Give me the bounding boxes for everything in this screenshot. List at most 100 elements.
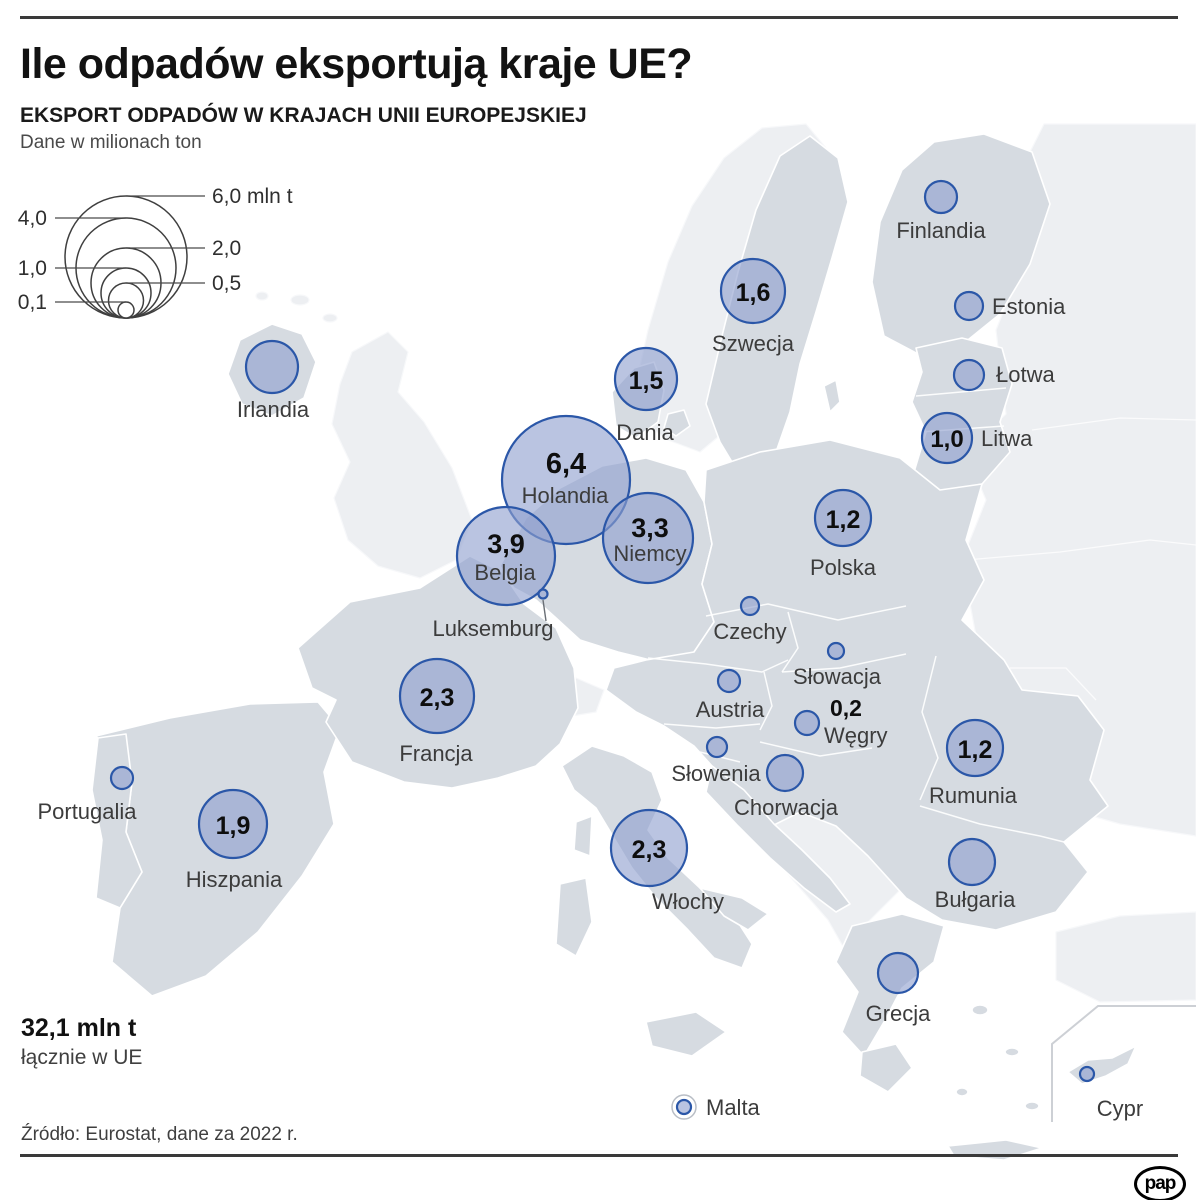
border-austria-hungary bbox=[759, 671, 773, 731]
country-label-niemcy: Niemcy bbox=[613, 541, 686, 566]
bubble-francja bbox=[398, 657, 476, 735]
unit-note: Dane w milionach ton bbox=[20, 132, 202, 153]
border-belarus-russia bbox=[1031, 417, 1196, 431]
land-peloponnese bbox=[859, 1043, 913, 1093]
land-uk bbox=[331, 331, 473, 579]
island-speck bbox=[290, 294, 310, 306]
total-caption: łącznie w UE bbox=[21, 1046, 143, 1069]
border-ukraine-moldova bbox=[1010, 667, 1097, 701]
border-hungary-romania bbox=[919, 655, 939, 801]
border-austria-slovenia bbox=[663, 723, 761, 729]
chart-subtitle: EKSPORT ODPADÓW W KRAJACH UNII EUROPEJSK… bbox=[20, 104, 587, 127]
bubble-value-wlochy: 2,3 bbox=[632, 836, 667, 864]
land-crete bbox=[947, 1139, 1043, 1161]
top-rule bbox=[20, 16, 1178, 19]
bubble-niemcy bbox=[601, 491, 695, 585]
eu-land-layer bbox=[91, 133, 1109, 1161]
bubble-malta bbox=[675, 1098, 693, 1116]
border-czech-austria bbox=[647, 657, 789, 673]
bubble-value-niemcy: 3,3 bbox=[631, 513, 669, 543]
bubble-value-rumunia: 1,2 bbox=[958, 736, 993, 764]
land-croatia-coast bbox=[705, 765, 851, 913]
total-value: 32,1 mln t bbox=[21, 1014, 137, 1042]
country-label-wlochy: Włochy bbox=[652, 889, 724, 914]
country-label-slowacja: Słowacja bbox=[793, 664, 882, 689]
bubble-slowenia bbox=[705, 735, 729, 759]
land-central-europe bbox=[605, 439, 1109, 931]
bubble-value-belgia: 3,9 bbox=[487, 529, 525, 559]
bubble-cypr bbox=[1078, 1065, 1096, 1083]
country-label-francja: Francja bbox=[399, 741, 473, 766]
border-hungary-croatia bbox=[759, 741, 873, 757]
cyprus-inset-border bbox=[1051, 1005, 1196, 1122]
bottom-rule bbox=[20, 1154, 1178, 1157]
land-italy-heel bbox=[699, 887, 769, 931]
country-label-szwecja: Szwecja bbox=[712, 331, 795, 356]
size-legend: 6,0 mln t 4,0 2,0 1,0 0,5 0,1 bbox=[18, 185, 293, 319]
leader-line-luksemburg bbox=[542, 599, 547, 622]
bubble-value-szwecja: 1,6 bbox=[736, 279, 771, 307]
bubble-wlochy bbox=[609, 808, 689, 888]
border-belarus-ukraine bbox=[965, 539, 1196, 561]
legend-circle-6-0-mln-t bbox=[64, 195, 188, 319]
bubble-hiszpania bbox=[197, 788, 269, 860]
country-label-czechy: Czechy bbox=[713, 619, 786, 644]
border-slovakia-hungary bbox=[781, 653, 907, 673]
bubble-value-francja: 2,3 bbox=[420, 684, 455, 712]
country-label-rumunia: Rumunia bbox=[929, 783, 1018, 808]
page-title: Ile odpadów eksportują kraje UE? bbox=[20, 40, 693, 88]
country-label-polska: Polska bbox=[810, 555, 877, 580]
bubble-szwecja bbox=[719, 257, 787, 325]
country-label-chorwacja: Chorwacja bbox=[734, 795, 839, 820]
bubble-austria bbox=[716, 668, 742, 694]
bubble-slowacja bbox=[826, 641, 846, 661]
greek-island bbox=[971, 1004, 989, 1016]
country-label-estonia: Estonia bbox=[992, 294, 1066, 319]
legend-label-1-0: 1,0 bbox=[18, 257, 47, 280]
country-label-wegry: Węgry bbox=[824, 723, 888, 748]
bubble-dania bbox=[613, 346, 679, 412]
bubble-rumunia bbox=[945, 718, 1005, 778]
country-label-hiszpania: Hiszpania bbox=[186, 867, 283, 892]
greek-island bbox=[955, 1087, 969, 1097]
country-label-litwa: Litwa bbox=[981, 426, 1033, 451]
land-cyprus bbox=[1067, 1045, 1137, 1085]
bubble-wegry bbox=[793, 709, 821, 737]
bubble-bulgaria bbox=[947, 837, 997, 887]
bubble-grecja bbox=[876, 951, 920, 995]
greek-island bbox=[1024, 1101, 1040, 1111]
country-label-lotwa: Łotwa bbox=[996, 362, 1055, 387]
bubble-value-holandia: 6,4 bbox=[546, 448, 586, 480]
country-label-holandia: Holandia bbox=[522, 483, 610, 508]
country-label-malta: Malta bbox=[706, 1095, 761, 1120]
land-sardinia bbox=[555, 877, 593, 957]
bubble-value-hiszpania: 1,9 bbox=[216, 812, 251, 840]
bubble-value-polska: 1,2 bbox=[826, 506, 861, 534]
legend-label-4-0: 4,0 bbox=[18, 207, 47, 230]
bubble-chorwacja bbox=[765, 753, 805, 793]
greek-island bbox=[1004, 1047, 1020, 1057]
country-label-finlandia: Finlandia bbox=[896, 218, 986, 243]
island-speck bbox=[322, 313, 338, 323]
country-label-grecja: Grecja bbox=[866, 1001, 932, 1026]
land-corsica bbox=[573, 815, 593, 857]
border-poland-south bbox=[705, 603, 907, 621]
land-sicily bbox=[645, 1011, 727, 1057]
legend-label-2-0: 2,0 bbox=[212, 237, 241, 260]
country-label-slowenia: Słowenia bbox=[671, 761, 761, 786]
country-label-austria: Austria bbox=[696, 697, 765, 722]
bubble-finlandia bbox=[923, 179, 959, 215]
bubble-belgia bbox=[455, 505, 557, 607]
bubble-estonia bbox=[953, 290, 985, 322]
border-romania-bulgaria bbox=[919, 805, 1065, 843]
bubble-luksemburg bbox=[537, 588, 549, 600]
bubble-irlandia bbox=[244, 339, 300, 395]
land-denmark-isles bbox=[663, 409, 691, 437]
border-estonia-latvia bbox=[915, 387, 1007, 397]
land-turkey bbox=[1055, 911, 1196, 1003]
non-eu-land-layer bbox=[255, 123, 1196, 1003]
bubble-lotwa bbox=[952, 358, 986, 392]
border-czech-slovakia bbox=[781, 611, 799, 673]
bubble-value-dania: 1,5 bbox=[629, 367, 664, 395]
